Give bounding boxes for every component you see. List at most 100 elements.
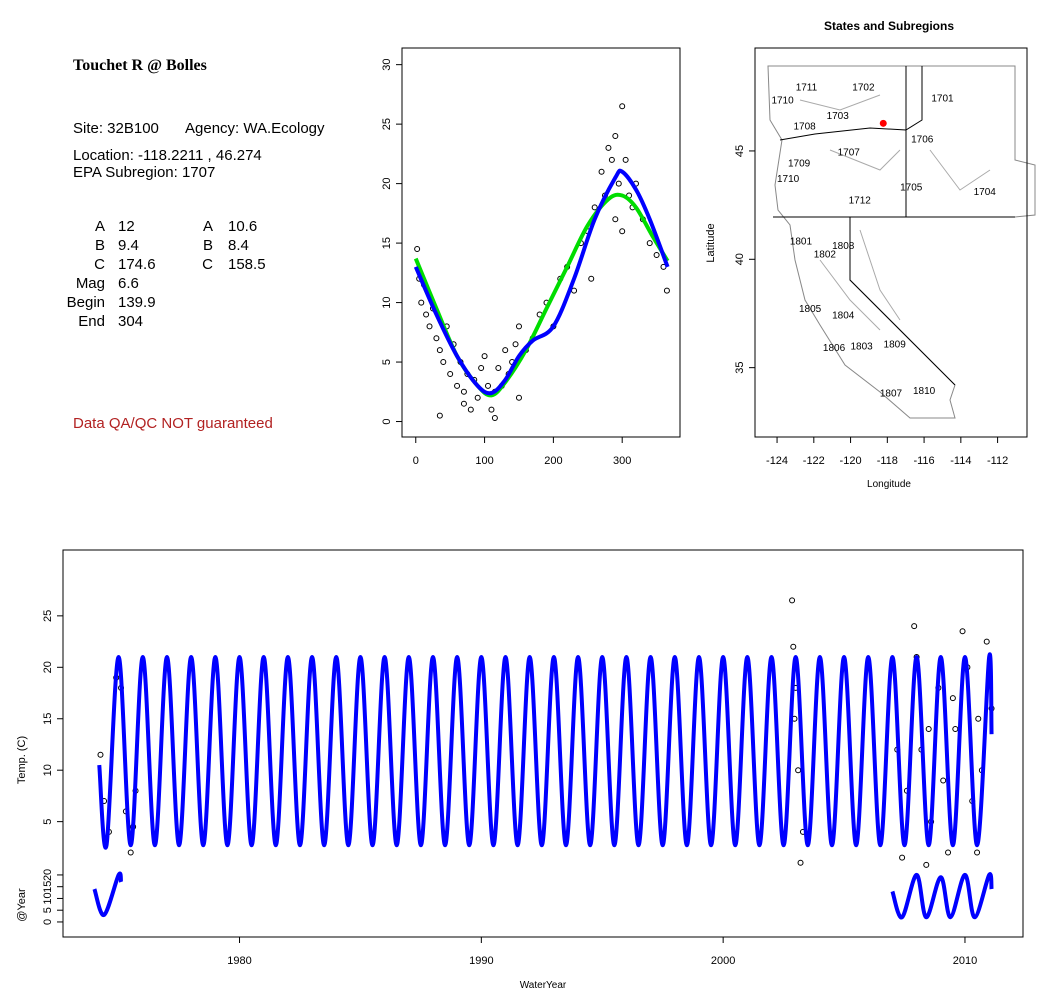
data-point <box>485 382 492 389</box>
y-axis-label: Latitude <box>705 223 717 262</box>
data-point <box>467 406 474 413</box>
data-point <box>605 144 612 151</box>
data-point <box>615 180 622 187</box>
agency: Agency: WA.Ecology <box>185 120 325 137</box>
parameter-cell: Begin <box>67 294 105 311</box>
region-label: 1702 <box>852 83 875 94</box>
fit-line <box>413 192 670 398</box>
y-tick-label: 40 <box>734 253 746 265</box>
data-point <box>515 394 522 401</box>
region-label: 1802 <box>814 250 837 261</box>
data-point <box>460 388 467 395</box>
data-point <box>481 353 488 360</box>
x-tick-label: -124 <box>766 455 788 467</box>
data-point <box>512 341 519 348</box>
site-marker <box>879 119 887 127</box>
data-point <box>447 370 454 377</box>
x-tick-label: -112 <box>987 455 1008 467</box>
x-tick-label: 300 <box>613 455 631 467</box>
region-label: 1810 <box>913 386 936 397</box>
fit-line <box>413 168 670 396</box>
data-point <box>433 335 440 342</box>
y-tick-label: 20 <box>42 661 54 673</box>
site-id: Site: 32B100 <box>73 120 159 137</box>
region-label: 1706 <box>911 135 934 146</box>
region-label: 1808 <box>832 241 855 252</box>
data-point <box>612 216 619 223</box>
region-label: 1809 <box>884 339 907 350</box>
parameter-cell: A <box>95 218 105 235</box>
data-point <box>952 726 959 733</box>
data-point <box>959 628 966 635</box>
parameter-cell: End <box>78 313 105 330</box>
y-tick-label: 25 <box>42 610 54 622</box>
region-label: 1712 <box>849 195 872 206</box>
data-point <box>940 777 947 784</box>
y-tick-label: 0 <box>381 418 393 424</box>
y-tick-label: 20 <box>42 869 54 881</box>
y-tick-label: 15 <box>381 237 393 249</box>
region-label: 1804 <box>832 310 855 321</box>
map-shapes <box>767 65 1036 419</box>
data-point <box>612 133 619 140</box>
disclaimer: Data QA/QC NOT guaranteed <box>73 415 273 432</box>
parameter-cell: 158.5 <box>228 256 266 273</box>
data-point <box>653 251 660 258</box>
data-point <box>899 854 906 861</box>
x-tick-label: -122 <box>803 455 825 467</box>
data-point <box>945 849 952 856</box>
data-point <box>591 204 598 211</box>
region-label: 1806 <box>823 343 846 354</box>
y-tick-label: 5 <box>381 359 393 365</box>
data-point <box>460 400 467 407</box>
parameter-cell: 10.6 <box>228 218 257 235</box>
subregion: EPA Subregion: 1707 <box>73 164 215 181</box>
x-tick-label: 0 <box>413 455 419 467</box>
data-point <box>474 394 481 401</box>
x-tick-label: -114 <box>950 455 971 467</box>
data-point <box>488 406 495 413</box>
region-label: 1708 <box>793 122 816 133</box>
y-tick-label: 35 <box>734 362 746 374</box>
data-point <box>598 168 605 175</box>
region-label: 1710 <box>771 96 794 107</box>
data-point <box>436 412 443 419</box>
x-tick-label: 1980 <box>227 955 251 967</box>
data-point <box>622 156 629 163</box>
data-point <box>423 311 430 318</box>
parameter-cell: 174.6 <box>118 256 156 273</box>
x-tick-label: -120 <box>840 455 862 467</box>
data-point <box>436 347 443 354</box>
data-point <box>923 861 930 868</box>
parameter-cell: 12 <box>118 218 135 235</box>
x-tick-label: 200 <box>544 455 562 467</box>
y-tick-label: 5 <box>42 907 54 913</box>
region-label: 1805 <box>799 304 822 315</box>
data-point <box>418 299 425 306</box>
region-label: 1711 <box>796 83 818 94</box>
parameter-cell: C <box>202 256 213 273</box>
y-tick-label: 20 <box>381 177 393 189</box>
data-point <box>663 287 670 294</box>
data-point <box>478 365 485 372</box>
data-point <box>797 859 804 866</box>
region-label: 1705 <box>900 182 923 193</box>
y-tick-label: 30 <box>381 59 393 71</box>
y-tick-label: 25 <box>381 118 393 130</box>
location: Location: -118.2211 , 46.274 <box>73 147 262 164</box>
fit-line <box>97 652 994 850</box>
data-point <box>619 228 626 235</box>
parameter-cell: C <box>94 256 105 273</box>
data-point <box>911 623 918 630</box>
y-tick-label: 10 <box>42 892 54 904</box>
data-point <box>790 643 797 650</box>
region-label: 1807 <box>880 388 903 399</box>
region-label: 1707 <box>838 148 861 159</box>
fit-line <box>92 871 994 920</box>
data-point <box>495 365 502 372</box>
data-point <box>619 103 626 110</box>
data-point <box>608 156 615 163</box>
parameter-cell: A <box>203 218 213 235</box>
x-tick-label: 2000 <box>711 955 735 967</box>
data-point <box>975 715 982 722</box>
